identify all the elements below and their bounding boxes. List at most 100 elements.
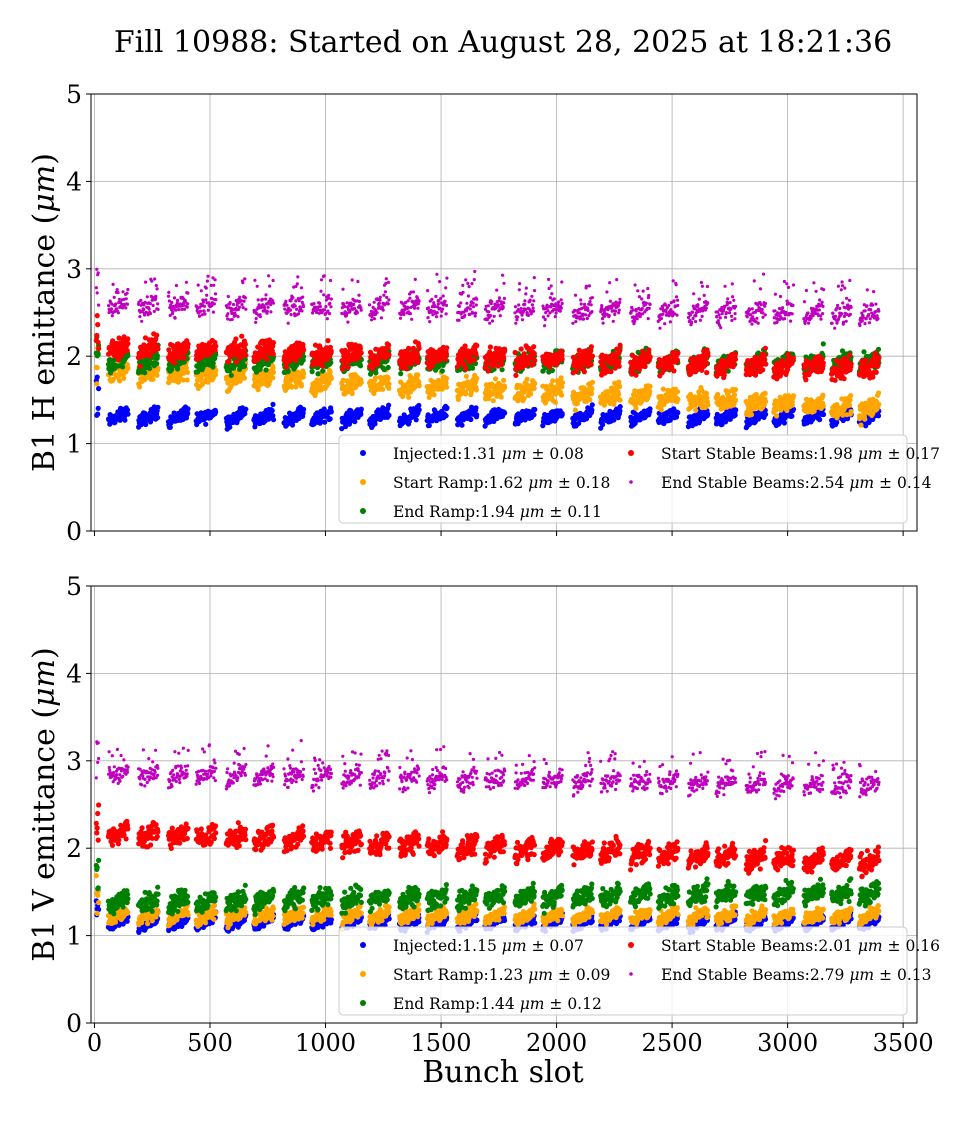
top-point-start_stable: [284, 365, 289, 370]
top-point-start_ramp: [184, 365, 189, 370]
top-point-start_stable: [616, 359, 621, 364]
top-point-start_ramp: [661, 387, 666, 392]
top-point-start_stable: [415, 360, 420, 365]
top-point-start_stable: [560, 356, 565, 361]
top-point-start_stable: [590, 353, 595, 358]
top-point-injected: [763, 412, 768, 417]
top-point-start_stable: [618, 343, 623, 348]
top-point-injected: [821, 412, 826, 417]
top-point-start_ramp: [693, 408, 698, 413]
top-point-start_ramp: [474, 376, 479, 381]
top-point-injected: [560, 412, 565, 417]
top-point-injected: [531, 412, 536, 417]
top-point-start_stable: [264, 357, 269, 362]
top-point-start_stable: [532, 358, 537, 363]
top-point-injected: [328, 416, 333, 421]
top-point-end_ramp: [125, 353, 130, 358]
top-point-start_stable: [186, 342, 191, 347]
top-point-injected: [444, 405, 449, 410]
top-point-injected: [270, 402, 275, 407]
top-point-injected: [203, 422, 208, 427]
top-point-start_ramp: [386, 381, 391, 386]
top-point-injected: [834, 420, 839, 425]
top-point-start_ramp: [862, 417, 867, 422]
top-point-injected: [243, 407, 248, 412]
top-point-start_ramp: [675, 397, 680, 402]
top-point-start_ramp: [715, 392, 720, 397]
top-point-start_ramp: [432, 392, 437, 397]
top-point-start_ramp: [858, 423, 863, 428]
top-point-start_stable: [675, 350, 680, 355]
top-point-start_ramp: [271, 370, 276, 375]
top-point-start_ramp: [705, 402, 710, 407]
top-point-start_ramp: [499, 394, 504, 399]
top-point-injected: [125, 412, 130, 417]
top-point-start_ramp: [559, 393, 564, 398]
top-point-end_ramp: [398, 371, 403, 376]
top-point-start_ramp: [573, 408, 578, 413]
top-point-start_ramp: [732, 392, 737, 397]
top-point-start_ramp: [876, 402, 881, 407]
top-point-start_ramp: [242, 375, 247, 380]
top-point-start_stable: [417, 346, 422, 351]
top-point-start_ramp: [763, 391, 768, 396]
top-point-injected: [459, 423, 464, 428]
top-point-start_stable: [617, 348, 622, 353]
top-point-start_stable: [582, 369, 587, 374]
top-point-injected: [227, 425, 232, 430]
top-point-injected: [817, 417, 822, 422]
top-point-start_stable: [243, 353, 248, 358]
top-point-start_ramp: [553, 400, 558, 405]
top-point-injected: [782, 420, 787, 425]
top-point-end_ramp: [96, 352, 101, 357]
top-point-injected: [733, 413, 738, 418]
top-point-start_ramp: [125, 366, 130, 371]
top-point-start_ramp: [774, 413, 779, 418]
top-point-start_stable: [705, 353, 710, 358]
top-point-start_ramp: [380, 387, 385, 392]
top-point-start_ramp: [675, 389, 680, 394]
top-point-start_stable: [488, 344, 493, 349]
top-point-start_ramp: [328, 370, 333, 375]
top-point-start_ramp: [154, 373, 159, 378]
top-point-start_stable: [474, 343, 479, 348]
top-point-start_ramp: [329, 376, 334, 381]
top-point-end_ramp: [470, 366, 475, 371]
top-point-start_ramp: [616, 380, 621, 385]
top-point-start_stable: [671, 368, 676, 373]
top-point-start_stable: [239, 334, 244, 339]
top-point-end_ramp: [175, 366, 180, 371]
top-point-injected: [789, 414, 794, 419]
top-point-start_stable: [444, 351, 449, 356]
top-point-start_stable: [415, 351, 420, 356]
top-point-start_ramp: [733, 397, 738, 402]
top-point-start_stable: [376, 359, 381, 364]
top-point-injected: [155, 415, 160, 420]
top-point-start_ramp: [648, 384, 653, 389]
top-point-start_stable: [463, 343, 468, 348]
top-point-start_stable: [271, 351, 276, 356]
top-point-injected: [96, 406, 101, 411]
top-point-start_stable: [125, 341, 130, 346]
top-point-start_ramp: [185, 370, 190, 375]
top-point-injected: [301, 407, 306, 412]
top-point-start_ramp: [704, 391, 709, 396]
top-point-injected: [122, 418, 127, 423]
top-point-start_stable: [242, 346, 247, 351]
top-point-start_ramp: [791, 393, 796, 398]
top-point-end_ramp: [500, 367, 505, 372]
top-point-end_ramp: [242, 363, 247, 368]
top-point-start_stable: [154, 333, 159, 338]
top-point-start_ramp: [749, 412, 754, 417]
top-point-end_ramp: [821, 341, 826, 346]
top-point-injected: [647, 406, 652, 411]
top-point-injected: [386, 403, 391, 408]
top-point-start_stable: [359, 350, 364, 355]
top-point-start_stable: [589, 344, 594, 349]
top-point-injected: [427, 423, 432, 428]
top-point-start_stable: [704, 370, 709, 375]
top-point-injected: [96, 386, 101, 391]
top-point-start_ramp: [647, 389, 652, 394]
